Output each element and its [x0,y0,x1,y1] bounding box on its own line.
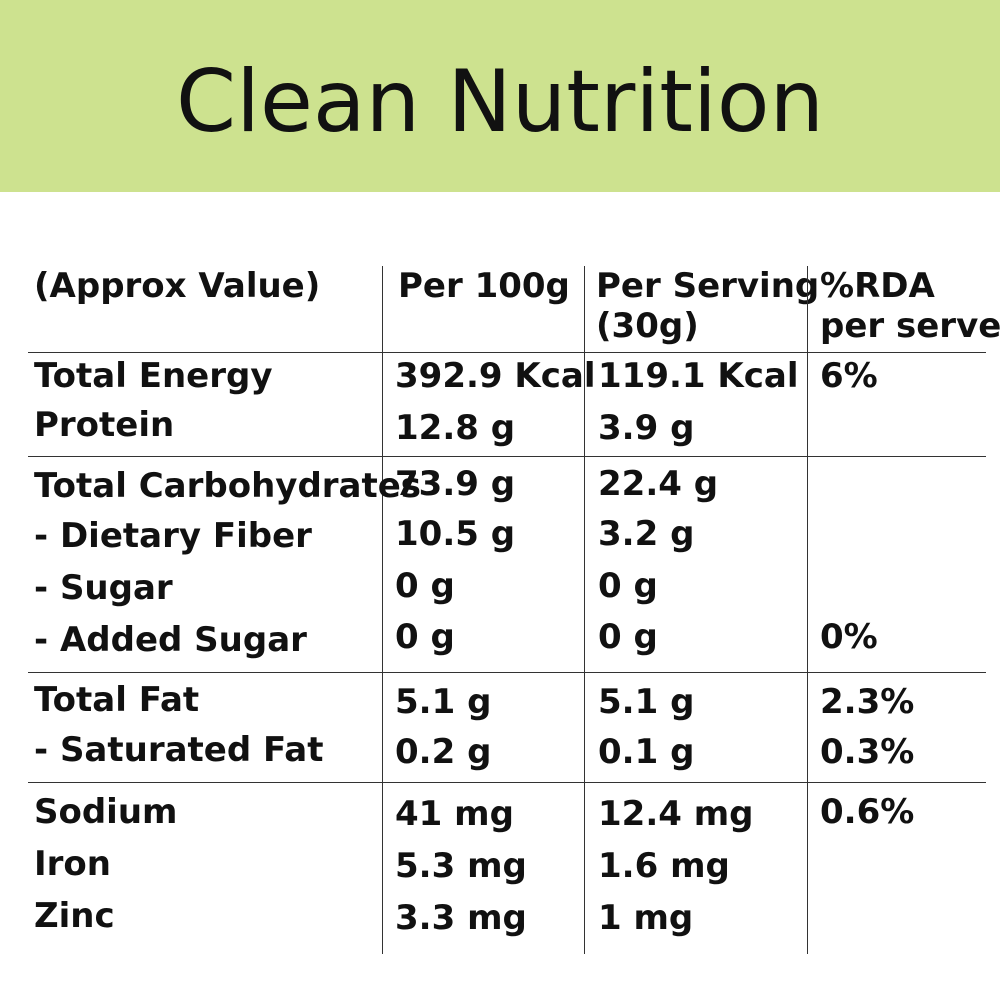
nutrient-label: - Dietary Fiber [34,516,312,556]
per-100g-value: 392.9 Kcal [395,356,596,396]
rda-value: 2.3% [820,682,915,722]
per-serving-value: 1.6 mg [598,846,730,886]
per-100g-value: 41 mg [395,794,514,834]
per-100g-value: 0 g [395,566,455,606]
rda-value: 6% [820,356,878,396]
per-serving-value: 0 g [598,566,658,606]
row-divider [28,672,986,673]
header-per-100g: Per 100g [398,266,570,306]
per-100g-value: 0 g [395,617,455,657]
per-100g-value: 10.5 g [395,514,516,554]
nutrient-label: Zinc [34,896,115,936]
row-divider [28,456,986,457]
per-100g-value: 5.3 mg [395,846,527,886]
rda-value: 0% [820,617,878,657]
per-serving-value: 119.1 Kcal [598,356,799,396]
header-per-serving: Per Serving [596,266,820,306]
nutrient-label: Protein [34,405,175,445]
rda-value: 0.6% [820,792,915,832]
nutrient-label: - Saturated Fat [34,730,324,770]
per-serving-value: 22.4 g [598,464,719,504]
title-banner: Clean Nutrition [0,0,1000,192]
column-divider [382,266,383,954]
per-serving-value: 3.2 g [598,514,695,554]
per-serving-value: 3.9 g [598,408,695,448]
header-rda: %RDA [820,266,935,306]
per-serving-value: 1 mg [598,898,694,938]
rda-value: 0.3% [820,732,915,772]
page-title: Clean Nutrition [176,52,824,152]
per-100g-value: 12.8 g [395,408,516,448]
nutrient-label: Sodium [34,792,178,832]
nutrient-label: Iron [34,844,111,884]
nutrient-label: Total Carbohydrates [34,466,422,506]
per-serving-value: 5.1 g [598,682,695,722]
column-divider [807,266,808,954]
nutrient-label: - Sugar [34,568,173,608]
per-100g-value: 0.2 g [395,732,492,772]
row-divider [28,352,986,353]
nutrient-label: - Added Sugar [34,620,307,660]
header-rda-sub: per serve [820,306,1000,346]
per-100g-value: 73.9 g [395,464,516,504]
nutrient-label: Total Energy [34,356,273,396]
per-serving-value: 0 g [598,617,658,657]
per-serving-value: 12.4 mg [598,794,754,834]
per-100g-value: 5.1 g [395,682,492,722]
per-100g-value: 3.3 mg [395,898,527,938]
nutrient-label: Total Fat [34,680,200,720]
row-divider [28,782,986,783]
column-divider [584,266,585,954]
per-serving-value: 0.1 g [598,732,695,772]
header-label: (Approx Value) [34,266,321,306]
header-per-serving-weight: (30g) [596,306,699,346]
